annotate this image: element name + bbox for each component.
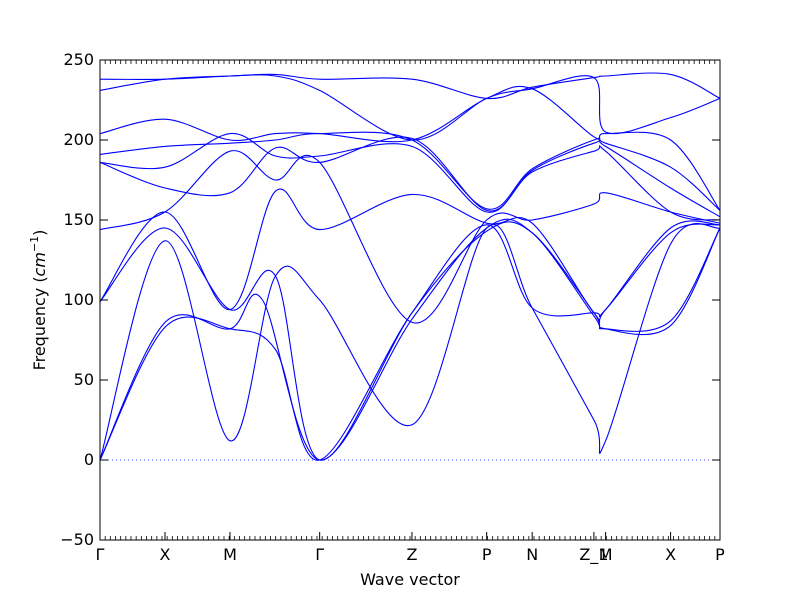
y-axis-label-sup: −1 bbox=[28, 236, 41, 252]
x-tick-label: Z_1 bbox=[579, 545, 608, 565]
band-12 bbox=[99, 72, 721, 99]
x-tick-label: X bbox=[665, 545, 676, 564]
band-2 bbox=[99, 218, 721, 461]
bands-layer bbox=[99, 72, 721, 461]
x-tick-label: Γ bbox=[96, 545, 105, 564]
y-tick-label: 150 bbox=[63, 210, 94, 229]
y-tick-label: 0 bbox=[84, 450, 94, 469]
x-tick-label: X bbox=[160, 545, 171, 564]
y-tick-label: 100 bbox=[63, 290, 94, 309]
x-tick-label: M bbox=[223, 545, 237, 564]
x-axis-label: Wave vector bbox=[360, 570, 460, 589]
x-tick-label: Γ bbox=[315, 545, 324, 564]
x-tick-label: M bbox=[599, 545, 613, 564]
ticks-layer bbox=[99, 59, 721, 541]
band-6 bbox=[99, 150, 721, 324]
y-tick-label: 200 bbox=[63, 130, 94, 149]
band-9 bbox=[99, 131, 721, 211]
x-tick-labels: Γ X M Γ Z P N Z_1M X P bbox=[96, 545, 726, 565]
y-tick-label: −50 bbox=[60, 530, 94, 549]
band-7 bbox=[99, 136, 721, 221]
y-axis-label-close: ) bbox=[30, 230, 49, 236]
band-3 bbox=[99, 223, 721, 461]
x-tick-label: P bbox=[715, 545, 725, 564]
x-tick-label: P bbox=[482, 545, 492, 564]
band-8 bbox=[99, 133, 721, 218]
y-axis-label: Frequency (cm−1) bbox=[28, 230, 49, 371]
x-tick-label: Z bbox=[406, 545, 417, 564]
band-5 bbox=[99, 188, 721, 323]
y-axis-label-text: Frequency ( bbox=[30, 276, 49, 370]
plot-frame bbox=[99, 59, 721, 541]
y-axis-label-math: cm bbox=[30, 252, 49, 276]
y-tick-labels: −50 0 50 100 150 200 250 bbox=[60, 50, 94, 549]
y-tick-label: 50 bbox=[74, 370, 94, 389]
y-tick-label: 250 bbox=[63, 50, 94, 69]
x-tick-label: N bbox=[526, 545, 538, 564]
